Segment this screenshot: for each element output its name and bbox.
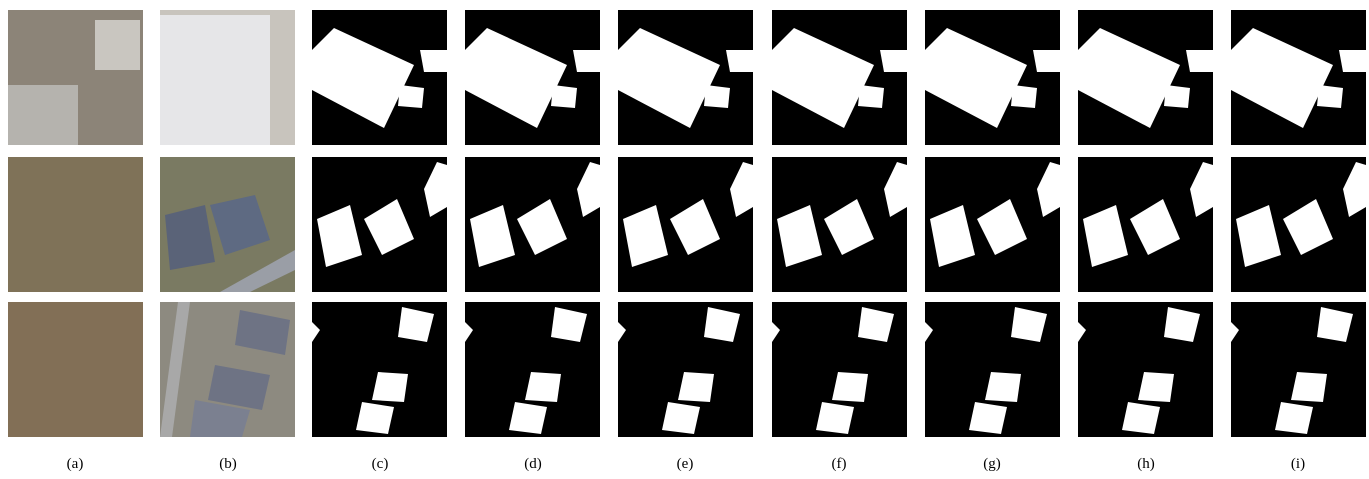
caption: (f) xyxy=(832,456,847,472)
mask xyxy=(925,10,1060,145)
mask xyxy=(312,10,447,145)
mask xyxy=(772,302,907,437)
image-detail xyxy=(95,20,140,70)
image-detail xyxy=(208,365,270,410)
caption: (e) xyxy=(677,456,694,472)
mask xyxy=(1231,10,1366,145)
mask xyxy=(925,157,1060,292)
caption: (a) xyxy=(67,456,84,472)
masks xyxy=(312,10,1366,437)
image-detail xyxy=(165,205,215,270)
caption: (h) xyxy=(1137,456,1155,472)
mask xyxy=(618,10,753,145)
image-detail xyxy=(8,85,78,145)
image xyxy=(8,157,143,292)
image-detail xyxy=(210,195,270,255)
mask xyxy=(772,10,907,145)
mask xyxy=(1078,157,1213,292)
caption: (i) xyxy=(1291,456,1305,472)
image xyxy=(8,302,143,437)
mask xyxy=(618,302,753,437)
caption: (g) xyxy=(983,456,1001,472)
mask xyxy=(772,157,907,292)
mask xyxy=(1231,157,1366,292)
mask xyxy=(465,10,600,145)
image-detail xyxy=(190,400,250,437)
captions: (a) (b) (c) (d) (e) (f) (g) (h) (i) xyxy=(67,456,1305,472)
image-detail xyxy=(235,310,290,355)
caption: (d) xyxy=(524,456,542,472)
mask xyxy=(1078,10,1213,145)
mask xyxy=(312,302,447,437)
mask xyxy=(1231,302,1366,437)
image-detail xyxy=(160,15,270,145)
mask xyxy=(465,302,600,437)
mask xyxy=(465,157,600,292)
mask xyxy=(312,157,447,292)
mask xyxy=(1078,302,1213,437)
caption: (c) xyxy=(372,456,389,472)
caption: (b) xyxy=(219,456,237,472)
mask xyxy=(618,157,753,292)
image-detail xyxy=(220,250,295,292)
input-images xyxy=(8,10,295,437)
mask xyxy=(925,302,1060,437)
image-detail xyxy=(160,302,190,437)
